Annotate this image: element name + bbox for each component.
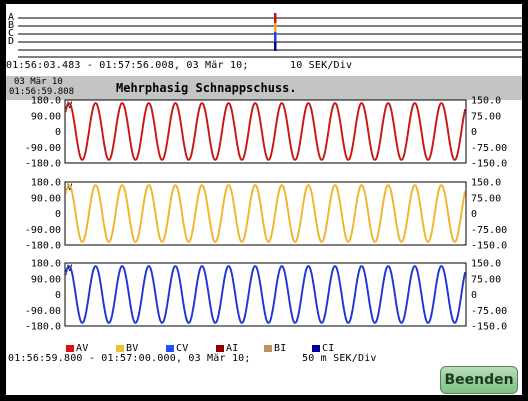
legend-label-av: AV xyxy=(76,343,89,354)
legend-swatch-ci xyxy=(312,345,320,352)
snapshot-panel: A B C D 01:56:03.483 - 01:57:56.008, 03 … xyxy=(6,4,522,395)
plot-2-right-tick: -150.0 xyxy=(471,241,507,252)
plot-2-right-tick: 150.0 xyxy=(471,178,501,189)
plot-1-right-tick: 150.0 xyxy=(471,96,501,107)
plot-2-right-tick: -75.00 xyxy=(471,225,507,236)
plot-3-left-tick: 180.0 xyxy=(31,259,61,270)
channel-label-d: D xyxy=(8,36,15,47)
plot-2-left-tick: 0 xyxy=(55,209,61,220)
plot-frame-1 xyxy=(64,99,467,164)
footer-scale: 50 m SEK/Div xyxy=(302,353,377,364)
waveform-current-1 xyxy=(65,102,466,161)
plot-2-left-tick: 90.00 xyxy=(31,193,61,204)
plot-1-left-tick: 180.0 xyxy=(31,96,61,107)
plot-3-right-tick: -150.0 xyxy=(471,322,507,333)
waveform-voltage-2 xyxy=(65,184,466,243)
waveform-voltage-1 xyxy=(65,102,466,161)
legend-label-ci: CI xyxy=(322,343,335,354)
channel-label-b: B xyxy=(8,20,15,31)
legend-swatch-bi xyxy=(264,345,272,352)
plot-2-left-tick: -180.0 xyxy=(25,241,61,252)
footer-range: 01:56:59.800 - 01:57:00.000, 03 Mär 10; xyxy=(8,353,251,364)
legend-label-ai: AI xyxy=(226,343,239,354)
plot-3-right-tick: 150.0 xyxy=(471,259,501,270)
plot-1-right-tick: -150.0 xyxy=(471,159,507,170)
plot-3-left-tick: 0 xyxy=(55,290,61,301)
waveform-voltage-3 xyxy=(65,265,466,324)
plot-frame-2 xyxy=(64,181,467,246)
waveform-current-2 xyxy=(65,184,466,243)
plot-2-left-tick: 180.0 xyxy=(31,178,61,189)
legend-swatch-ai xyxy=(216,345,224,352)
plot-1-left-tick: -180.0 xyxy=(25,159,61,170)
channel-label-c: C xyxy=(8,28,15,39)
plot-1-right-tick: -75.00 xyxy=(471,143,507,154)
plot-frame-3 xyxy=(64,262,467,327)
plot-1-right-tick: 0 xyxy=(471,127,477,138)
overview-marker[interactable] xyxy=(6,4,522,64)
plot-1-left-tick: 0 xyxy=(55,127,61,138)
snapshot-date: 03 Mär 10 xyxy=(14,77,63,87)
page-title: Mehrphasig Schnappschuss. xyxy=(116,81,297,95)
plot-3-right-tick: 0 xyxy=(471,290,477,301)
plot-3-right-tick: 75.00 xyxy=(471,274,501,285)
overview-lines xyxy=(18,17,522,58)
legend-swatch-bv xyxy=(116,345,124,352)
plot-1-right-tick: 75.00 xyxy=(471,111,501,122)
legend-label-cv: CV xyxy=(176,343,189,354)
plot-3-left-tick: 90.00 xyxy=(31,274,61,285)
plot-1-left-tick: 90.00 xyxy=(31,111,61,122)
legend-swatch-av xyxy=(66,345,74,352)
waveform-current-3 xyxy=(65,265,466,324)
finish-button[interactable]: Beenden xyxy=(440,366,518,394)
waveform-canvas[interactable]: V180.090.000-90.00-180.0150.075.000-75.0… xyxy=(6,4,522,344)
legend-swatch-cv xyxy=(166,345,174,352)
overview-scale: 10 SEK/Div xyxy=(290,60,353,71)
legend-label-bv: BV xyxy=(126,343,139,354)
plot-2-left-tick: -90.00 xyxy=(25,225,61,236)
title-bar: 03 Mär 10 01:56:59.808 Mehrphasig Schnap… xyxy=(6,76,522,100)
plot-2-right-tick: 0 xyxy=(471,209,477,220)
plot-3-right-tick: -75.00 xyxy=(471,306,507,317)
overview-range: 01:56:03.483 - 01:57:56.008, 03 Mär 10; xyxy=(6,60,249,71)
channel-label-a: A xyxy=(8,12,15,23)
plot-3-left-tick: -90.00 xyxy=(25,306,61,317)
snapshot-time: 01:56:59.808 xyxy=(9,87,75,97)
plot-1-left-tick: -90.00 xyxy=(25,143,61,154)
plot-2-right-tick: 75.00 xyxy=(471,193,501,204)
legend-label-bi: BI xyxy=(274,343,287,354)
plot-3-left-tick: -180.0 xyxy=(25,322,61,333)
